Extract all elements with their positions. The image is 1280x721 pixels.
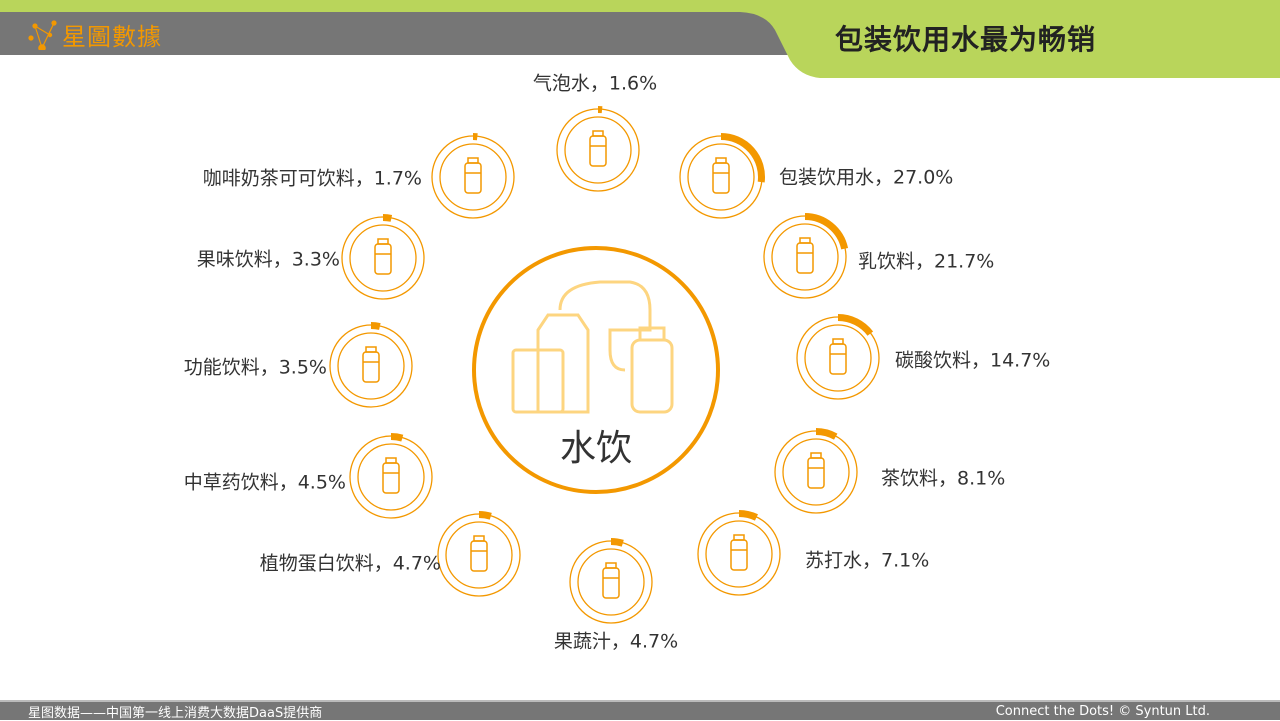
center-label: 水饮 <box>560 419 632 471</box>
category-label: 苏打水，7.1% <box>805 546 929 573</box>
small-bottle-icon <box>471 536 487 571</box>
glass-bottle-icon <box>731 535 747 570</box>
milk-carton-icon <box>797 238 813 273</box>
ring-item <box>432 136 514 218</box>
footer: 星图数据——中国第一线上消费大数据DaaS提供商 Connect the Dot… <box>0 700 1280 720</box>
ring-item <box>797 317 879 399</box>
outer-ring <box>775 431 857 513</box>
category-label: 果味饮料，3.3% <box>197 245 340 272</box>
ring-item <box>350 436 432 518</box>
category-label: 功能饮料，3.5% <box>184 353 327 380</box>
ring-item <box>698 513 780 595</box>
category-label: 咖啡奶茶可可饮料，1.7% <box>203 164 422 191</box>
soda-can-icon <box>830 339 846 374</box>
percent-arc <box>391 437 402 439</box>
category-label: 植物蛋白饮料，4.7% <box>260 549 441 576</box>
percent-arc <box>611 542 623 544</box>
ring-item <box>570 541 652 623</box>
ring-item <box>342 217 424 299</box>
outer-ring <box>557 109 639 191</box>
inner-ring <box>783 439 849 505</box>
outer-ring <box>330 325 412 407</box>
outer-ring <box>438 514 520 596</box>
ring-item <box>330 325 412 407</box>
category-label: 乳饮料，21.7% <box>858 247 994 274</box>
center-drinks-icon <box>513 282 672 412</box>
water-bottle-icon <box>713 158 729 193</box>
fruit-drink-box-icon <box>375 239 391 274</box>
sports-bottle-icon <box>363 347 379 382</box>
outer-ring <box>350 436 432 518</box>
percent-arc <box>479 515 491 517</box>
coffee-pitcher-icon <box>465 158 481 193</box>
category-label: 包装饮用水，27.0% <box>779 163 953 190</box>
inner-ring <box>446 522 512 588</box>
inner-ring <box>440 144 506 210</box>
percent-arc <box>371 326 380 327</box>
category-label: 茶饮料，8.1% <box>881 464 1005 491</box>
percent-arc <box>383 218 391 219</box>
ring-item <box>557 109 639 191</box>
inner-ring <box>578 549 644 615</box>
inner-ring <box>805 325 871 391</box>
outer-ring <box>342 217 424 299</box>
percent-arc <box>816 432 836 437</box>
footer-copyright: Connect the Dots! © Syntun Ltd. <box>996 704 1210 719</box>
category-label: 果蔬汁，4.7% <box>554 627 678 654</box>
percent-arc <box>739 514 756 518</box>
category-label: 碳酸饮料，14.7% <box>895 346 1050 373</box>
inner-ring <box>688 144 754 210</box>
category-ring-chart <box>0 0 1280 700</box>
category-label: 气泡水，1.6% <box>533 69 657 96</box>
ring-item <box>764 216 846 298</box>
percent-arc <box>721 137 761 183</box>
inner-ring <box>358 444 424 510</box>
inner-ring <box>706 521 772 587</box>
tea-cup-icon <box>808 453 824 488</box>
inner-ring <box>772 224 838 290</box>
ring-item <box>680 136 762 218</box>
footer-tagline: 星图数据——中国第一线上消费大数据DaaS提供商 <box>28 702 322 721</box>
juice-carton-icon <box>603 563 619 598</box>
outer-ring <box>432 136 514 218</box>
inner-ring <box>565 117 631 183</box>
outer-ring <box>570 541 652 623</box>
inner-ring <box>350 225 416 291</box>
sparkling-bottle-icon <box>590 131 606 166</box>
inner-ring <box>338 333 404 399</box>
outer-ring <box>698 513 780 595</box>
herbal-jar-icon <box>383 458 399 493</box>
category-label: 中草药饮料，4.5% <box>184 468 346 495</box>
ring-item <box>775 431 857 513</box>
ring-item <box>438 514 520 596</box>
